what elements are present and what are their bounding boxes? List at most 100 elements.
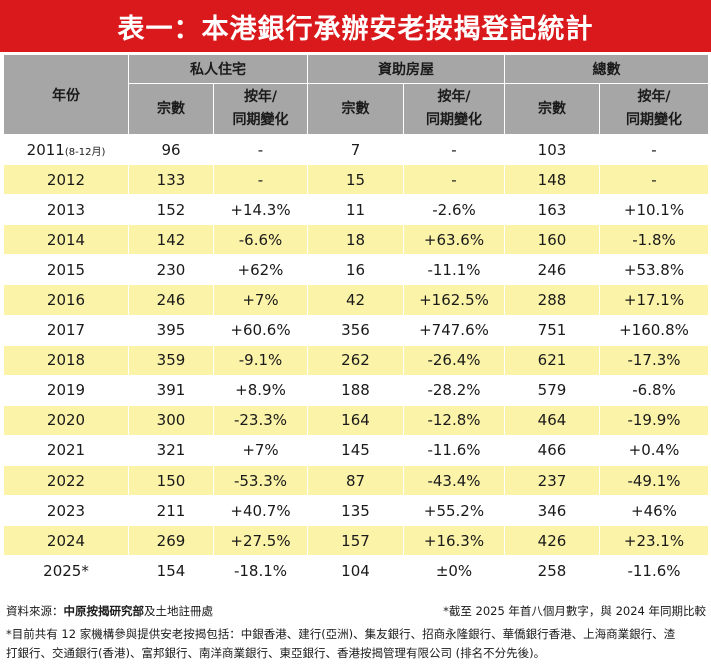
source-suffix: 及土地註冊處 [144,604,213,618]
group-header-private: 私人住宅 [128,54,308,84]
private-count-cell: 211 [128,495,214,527]
change-header-line2: 同期變化 [626,112,682,128]
total-change-cell: - [599,164,709,196]
private-change-cell: -6.6% [213,224,308,256]
subsidised-count-cell: 164 [307,404,404,436]
year-cell: 2011(8-12月) [3,133,129,166]
subsidised-count-cell: 157 [307,525,404,557]
subsidised-count-cell: 262 [307,344,404,376]
table-row: 2020 300 -23.3% 164 -12.8% 464 -19.9% [3,404,709,436]
change-header-line1: 按年/ [437,89,471,105]
subsidised-count-cell: 87 [307,465,404,497]
private-count-cell: 150 [128,465,214,497]
private-change-cell: +7% [213,434,308,467]
table-row: 2015 230 +62% 16 -11.1% 246 +53.8% [3,254,709,286]
source-bold: 中原按揭研究部 [63,604,145,618]
subsidised-change-cell: - [403,164,505,196]
year-value: 2018 [46,351,86,370]
year-value: 2015 [46,260,86,279]
private-change-cell: -23.3% [213,404,308,436]
source-note: 資料來源：中原按揭研究部及土地註冊處 [6,603,213,619]
subsidised-change-cell: +162.5% [403,284,505,316]
subsidised-change-cell: -43.4% [403,465,505,497]
year-cell: 2015 [3,254,129,286]
table-row: 2024 269 +27.5% 157 +16.3% 426 +23.1% [3,525,709,557]
private-change-cell: - [213,133,308,166]
total-change-cell: +23.1% [599,525,709,557]
year-value: 2023 [46,501,86,520]
subsidised-count-cell: 18 [307,224,404,256]
private-count-cell: 133 [128,164,214,196]
subsidised-count-cell: 104 [307,555,404,587]
source-prefix: 資料來源： [6,604,64,618]
year-value: 2021 [46,441,86,460]
year-cell: 2022 [3,465,129,497]
total-count-cell: 160 [504,224,600,256]
private-change-cell: +27.5% [213,525,308,557]
table-row: 2022 150 -53.3% 87 -43.4% 237 -49.1% [3,465,709,497]
private-change-cell: +14.3% [213,194,308,226]
total-change-cell: +0.4% [599,434,709,467]
table-row: 2025* 154 -18.1% 104 ±0% 258 -11.6% [3,555,709,587]
year-cell: 2021 [3,434,129,467]
total-count-cell: 579 [504,374,600,406]
header-row-groups: 年份 私人住宅 資助房屋 總數 [3,54,709,135]
table-row: 2011(8-12月) 96-7-103- [3,133,709,166]
year-value: 2024 [46,531,86,550]
year-value: 2020 [46,411,86,430]
subsidised-count-cell: 11 [307,194,404,226]
count-header: 宗數 [504,83,600,135]
total-count-cell: 426 [504,525,600,557]
year-cell: 2024 [3,525,129,557]
year-cell: 2014 [3,224,129,256]
subsidised-change-cell: +55.2% [403,495,505,527]
total-count-cell: 288 [504,284,600,316]
table-row: 2013 152 +14.3% 11 -2.6% 163 +10.1% [3,194,709,226]
statistics-table: 年份 私人住宅 資助房屋 總數 宗數 按年/同期變化 宗數 按年/同期變化 宗數… [3,54,709,587]
year-cell: 2020 [3,404,129,436]
table-row: 2018 359 -9.1% 262 -26.4% 621 -17.3% [3,344,709,376]
private-count-cell: 152 [128,194,214,226]
year-value: 2017 [46,321,86,340]
private-count-cell: 142 [128,224,214,256]
year-cell: 2018 [3,344,129,376]
year-cell: 2013 [3,194,129,226]
private-change-cell: +8.9% [213,374,308,406]
header-row-columns: 宗數 按年/同期變化 宗數 按年/同期變化 宗數 按年/同期變化 [4,83,709,135]
subsidised-count-cell: 7 [307,133,404,166]
total-count-cell: 163 [504,194,600,226]
year-cell: 2023 [3,495,129,527]
year-cell: 2017 [3,314,129,346]
change-header: 按年/同期變化 [403,83,505,135]
table-body: 2011(8-12月) 96-7-103-2012 133-15-148-2013 1… [3,133,709,587]
count-header: 宗數 [128,83,214,135]
group-header-subsidised: 資助房屋 [307,54,505,84]
period-note: *截至 2025 年首八個月數字，與 2024 年同期比較 [443,604,706,618]
total-change-cell: -49.1% [599,465,709,497]
total-count-cell: 258 [504,555,600,587]
year-cell: 2012 [3,164,129,196]
private-count-cell: 269 [128,525,214,557]
total-count-cell: 246 [504,254,600,286]
private-change-cell: -18.1% [213,555,308,587]
private-change-cell: - [213,164,308,196]
institutions-note-line1: *目前共有 12 家機構參與提供安老按揭包括：中銀香港、建行(亞洲)、集友銀行、… [6,627,676,641]
year-cell: 2016 [3,284,129,316]
private-count-cell: 391 [128,374,214,406]
subsidised-change-cell: +747.6% [403,314,505,346]
year-value: 2012 [46,170,86,189]
footer-source-line: 資料來源：中原按揭研究部及土地註冊處 *截至 2025 年首八個月數字，與 20… [6,603,706,619]
private-change-cell: +40.7% [213,495,308,527]
subsidised-change-cell: -2.6% [403,194,505,226]
private-count-cell: 246 [128,284,214,316]
institutions-note-line2: 打銀行、交通銀行(香港)、富邦銀行、南洋商業銀行、東亞銀行、香港按揭管理有限公司… [6,646,546,660]
subsidised-change-cell: -26.4% [403,344,505,376]
subsidised-count-cell: 135 [307,495,404,527]
private-count-cell: 359 [128,344,214,376]
table-row: 2023 211 +40.7% 135 +55.2% 346 +46% [3,495,709,527]
total-change-cell: -19.9% [599,404,709,436]
private-change-cell: -9.1% [213,344,308,376]
private-count-cell: 321 [128,434,214,467]
year-value: 2014 [46,230,86,249]
total-count-cell: 346 [504,495,600,527]
